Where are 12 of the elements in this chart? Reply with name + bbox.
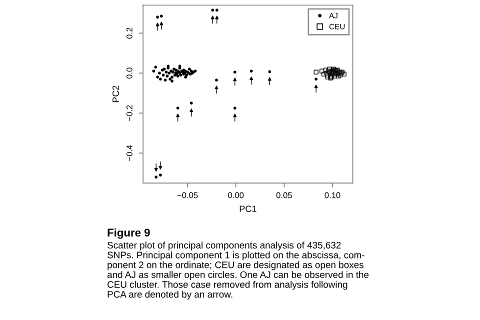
x-axis-title: PC1 xyxy=(240,206,256,212)
y-tick-label: −0.4 xyxy=(126,145,132,161)
y-tick-label: 0.0 xyxy=(126,68,132,79)
x-tick-label: −0.05 xyxy=(177,192,198,198)
y-tick-label: −0.2 xyxy=(126,105,132,121)
text: Scatter plot of principal components analysis of 435,632 SNPs. Principal component 1 is plotted on the abscissa, com- ponent 2 on the ordinate; CEU are designated as open boxes and AJ as smaller open circles. One AJ can be observed in the CEU cluster. Those case removed from analysis following PCA are denoted by an arrow. xyxy=(107,242,369,300)
x-tick-label: 0.05 xyxy=(276,192,292,198)
caption: Figure 9 xyxy=(108,228,150,239)
y-tick-label: 0.2 xyxy=(126,28,132,39)
y-axis-title: PC2 xyxy=(112,86,119,102)
x-tick-label: 0.00 xyxy=(228,192,244,198)
x-tick-label: 0.10 xyxy=(324,192,340,198)
